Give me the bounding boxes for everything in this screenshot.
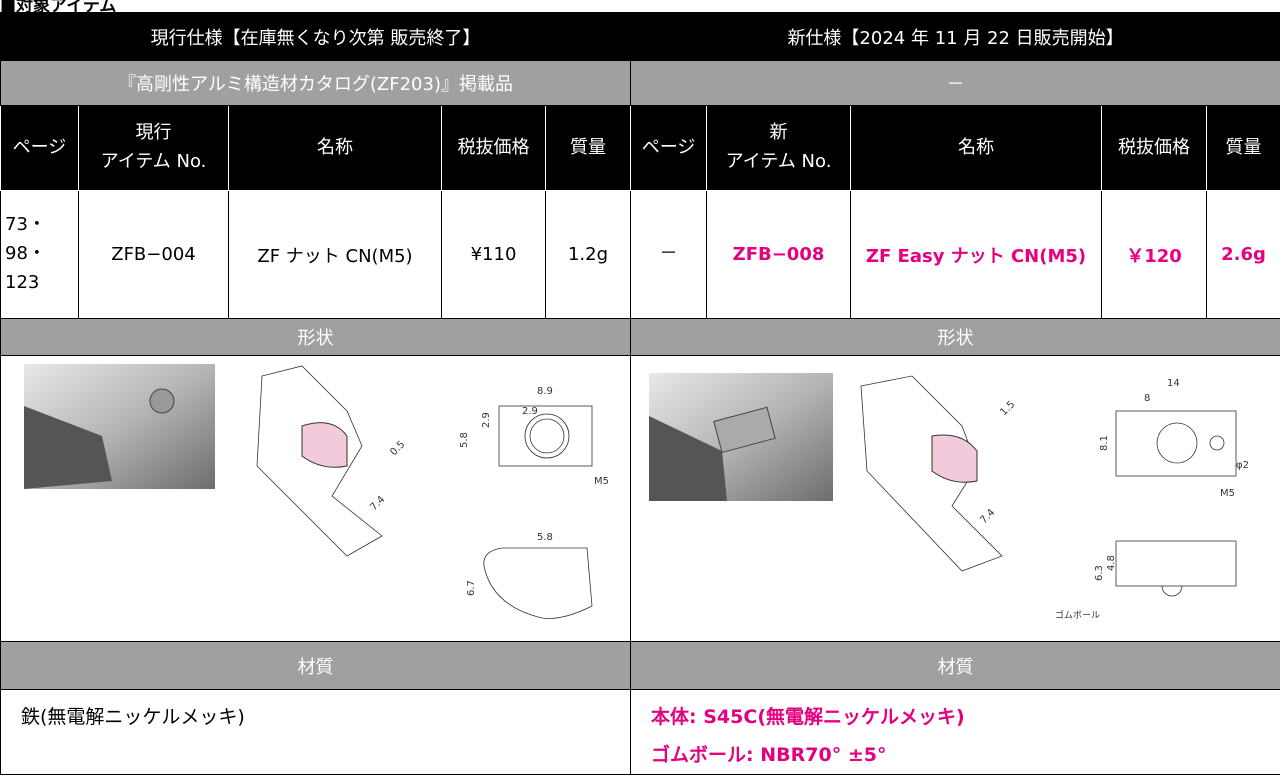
current-material: 鉄(無電解ニッケルメッキ) [1, 690, 631, 775]
drawing: 1.5 7.4 14 8 8.1 φ2 M5 6.3 4.8 ゴムボール [632, 356, 1280, 636]
header-row: ページ現行アイテム No.名称税抜価格質量ページ新アイテム No.名称税抜価格質… [1, 106, 1280, 191]
column-header: 質量 [1207, 106, 1280, 191]
price: ¥110 [471, 244, 517, 265]
photo-nut [150, 389, 174, 413]
header-line: 質量 [1207, 134, 1280, 163]
column-header: ページ [1, 106, 79, 191]
header-line: ページ [1, 134, 78, 163]
top-view [499, 406, 592, 466]
name: ZF Easy ナット CN(M5) [866, 246, 1086, 267]
page-cell: － [631, 191, 707, 319]
column-header: 税抜価格 [1102, 106, 1207, 191]
item-cell: ZFB−004 [79, 191, 229, 319]
header-line: 新 [707, 119, 850, 148]
page-number: 73・ [5, 211, 78, 240]
column-header: 新アイテム No. [707, 106, 851, 191]
profile [861, 376, 1002, 571]
page-number: － [631, 240, 706, 269]
column-header: 名称 [851, 106, 1102, 191]
dim: 1.5 [998, 399, 1017, 418]
header-line: 税抜価格 [1102, 134, 1206, 163]
dim: 14 [1167, 378, 1180, 389]
dim: φ2 [1236, 460, 1249, 471]
bottom-view [483, 548, 591, 619]
dim: 5.8 [537, 532, 553, 543]
side-view [1116, 541, 1236, 586]
price-cell: ¥110 [442, 191, 546, 319]
dim: 8 [1144, 393, 1150, 404]
dim: 4.8 [1106, 555, 1117, 571]
dim: 6.3 [1094, 565, 1105, 581]
material-line: ゴムボール: NBR70° ±5° [651, 736, 1268, 774]
dim: 2.9 [481, 412, 492, 428]
drawing: 0.5 7.4 8.9 2.9 2.9 5.8 M5 5.8 6.7 [2, 356, 630, 636]
header-line: 税抜価格 [442, 134, 545, 163]
column-header: 名称 [229, 106, 442, 191]
header-line: 現行 [79, 119, 228, 148]
dim: M5 [1220, 488, 1235, 499]
name-cell: ZF Easy ナット CN(M5) [851, 191, 1102, 319]
dim: 7.4 [368, 494, 387, 513]
hole [1157, 423, 1197, 463]
page-number: 98・ [5, 240, 78, 269]
column-header: 質量 [546, 106, 631, 191]
shape-label: 形状 [1, 319, 631, 356]
new-material: 本体: S45C(無電解ニッケルメッキ)ゴムボール: NBR70° ±5° [631, 690, 1280, 775]
item-cell: ZFB−008 [707, 191, 851, 319]
column-header: 現行アイテム No. [79, 106, 229, 191]
dim: 5.8 [459, 432, 470, 448]
material-label: 材質 [631, 642, 1280, 690]
header-line: 質量 [546, 134, 630, 163]
page-number: 123 [5, 269, 78, 298]
price-cell: ￥120 [1102, 191, 1207, 319]
new-title: 新仕様【2024 年 11 月 22 日販売開始】 [631, 13, 1280, 61]
hole [1210, 436, 1224, 450]
nut-shape [932, 435, 977, 482]
mass-cell: 2.6g [1207, 191, 1280, 319]
nut-shape [302, 423, 347, 468]
column-header: ページ [631, 106, 707, 191]
item: ZFB−004 [111, 244, 195, 265]
name: ZF ナット CN(M5) [257, 246, 412, 267]
mass-cell: 1.2g [546, 191, 631, 319]
header-line: アイテム No. [707, 148, 850, 177]
new-drawings: 1.5 7.4 14 8 8.1 φ2 M5 6.3 4.8 ゴムボール [631, 356, 1280, 642]
header-line: ページ [631, 134, 706, 163]
material-label: 材質 [1, 642, 631, 690]
item: ZFB−008 [733, 244, 825, 265]
current-catalog: 『高剛性アルミ構造材カタログ(ZF203)』掲載品 [1, 61, 631, 106]
header-line: アイテム No. [79, 148, 228, 177]
top-view [1116, 411, 1236, 476]
hole [525, 414, 569, 458]
dim: 6.7 [466, 580, 477, 596]
current-title: 現行仕様【在庫無くなり次第 販売終了】 [1, 13, 631, 61]
material-line: 鉄(無電解ニッケルメッキ) [21, 698, 618, 736]
dim: 0.5 [388, 439, 407, 458]
dim: 8.9 [537, 386, 553, 397]
price: ￥120 [1126, 246, 1182, 267]
hole [530, 419, 564, 453]
ball [1162, 586, 1182, 596]
dim: ゴムボール [1055, 609, 1100, 621]
dim: 2.9 [522, 406, 538, 417]
name-cell: ZF ナット CN(M5) [229, 191, 442, 319]
dim: 7.4 [978, 507, 997, 526]
column-header: 税抜価格 [442, 106, 546, 191]
spec-table: 現行仕様【在庫無くなり次第 販売終了】 新仕様【2024 年 11 月 22 日… [0, 12, 1280, 775]
mass: 1.2g [568, 244, 608, 265]
header-line: 名称 [229, 134, 441, 163]
mass: 2.6g [1221, 244, 1266, 265]
material-line: 本体: S45C(無電解ニッケルメッキ) [651, 698, 1268, 736]
current-drawings: 0.5 7.4 8.9 2.9 2.9 5.8 M5 5.8 6.7 [1, 356, 631, 642]
dim: 8.1 [1099, 435, 1110, 451]
new-catalog: － [631, 61, 1280, 106]
dim: M5 [594, 476, 609, 487]
page-cell: 73・98・123 [1, 191, 79, 319]
data-row: 73・98・123 ZFB−004 ZF ナット CN(M5) ¥110 1.2g － ZF… [1, 191, 1280, 319]
header-line: 名称 [851, 134, 1101, 163]
shape-label: 形状 [631, 319, 1280, 356]
